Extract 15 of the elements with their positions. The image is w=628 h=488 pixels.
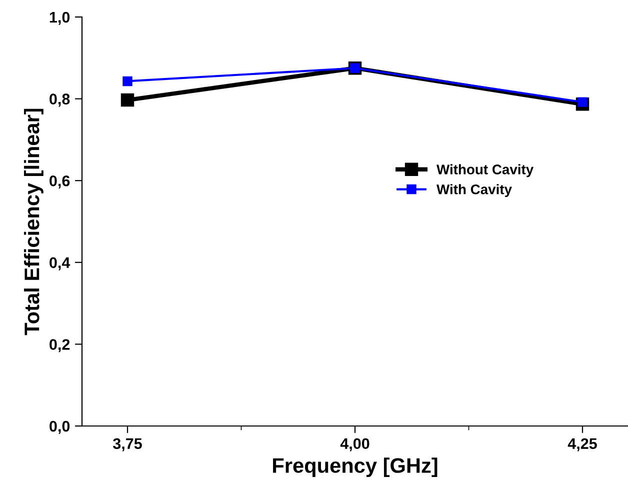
y-tick-label: 0,2 [50,339,70,352]
point [122,76,132,86]
y-tick-label: 1,0 [50,12,70,25]
legend-label: Without Cavity [436,164,534,178]
point [120,93,134,107]
x-tick-label: 4,25 [568,438,597,452]
x-axis-title: Frequency [GHz] [273,458,438,478]
y-tick-label: 0,8 [50,94,70,107]
x-tick-label: 4,00 [340,438,370,452]
y-tick-label: 0,4 [50,257,70,270]
y-tick-label: 0,6 [50,175,70,188]
x-tick-label: 3,75 [112,438,142,452]
y-axis-title: Total Efficiency [linear] [24,108,44,336]
legend-label: With Cavity [436,184,512,198]
y-tick-label: 0,0 [50,420,70,434]
